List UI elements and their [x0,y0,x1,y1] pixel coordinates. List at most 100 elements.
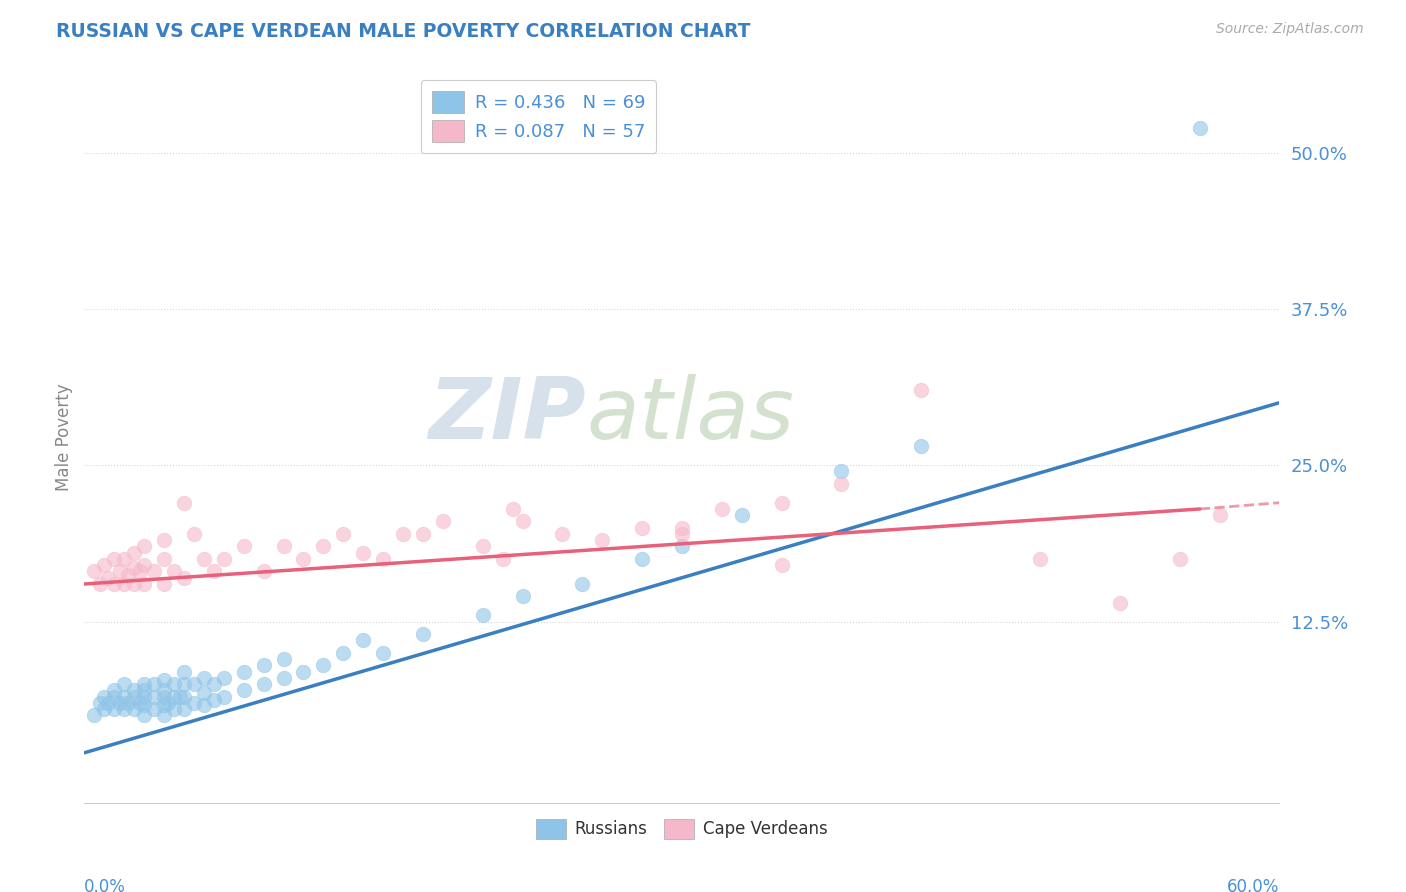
Point [392,527,415,541]
Point [1188,120,1211,135]
Point [153,673,176,688]
Point [352,546,374,560]
Point [332,527,354,541]
Text: atlas: atlas [586,374,794,457]
Point [129,696,152,710]
Point [1029,552,1052,566]
Point [273,671,295,685]
Point [153,698,176,713]
Point [253,565,276,579]
Point [117,568,139,582]
Point [591,533,613,548]
Point [332,646,354,660]
Point [193,671,215,685]
Point [292,665,315,679]
Point [232,540,254,554]
Point [471,608,494,623]
Point [122,560,145,574]
Point [202,693,225,707]
Point [830,477,852,491]
Point [163,565,186,579]
Point [132,540,156,554]
Point [212,552,235,566]
Point [103,552,125,566]
Point [112,690,135,704]
Point [163,690,186,704]
Point [122,577,145,591]
Point [93,690,115,704]
Point [373,646,395,660]
Point [292,552,315,566]
Point [183,677,205,691]
Point [122,702,145,716]
Point [143,677,166,691]
Point [103,577,125,591]
Point [163,702,186,716]
Point [253,658,276,673]
Point [1109,596,1132,610]
Point [273,540,295,554]
Point [770,558,793,573]
Point [253,677,276,691]
Point [153,683,176,698]
Point [492,552,515,566]
Point [910,440,932,454]
Point [173,702,195,716]
Point [312,658,335,673]
Point [202,565,225,579]
Point [132,690,156,704]
Point [153,690,176,704]
Point [183,696,205,710]
Point [173,496,195,510]
Point [232,665,254,679]
Point [93,558,115,573]
Point [830,465,852,479]
Point [143,702,166,716]
Point [212,690,235,704]
Point [153,577,176,591]
Point [212,671,235,685]
Point [173,677,195,691]
Point [153,533,176,548]
Point [112,702,135,716]
Point [502,502,524,516]
Point [173,665,195,679]
Point [103,690,125,704]
Point [122,683,145,698]
Text: ZIP: ZIP [429,374,586,457]
Point [571,577,593,591]
Point [132,558,156,573]
Point [132,708,156,723]
Point [122,546,145,560]
Point [103,683,125,698]
Point [157,696,180,710]
Point [112,677,135,691]
Point [97,696,120,710]
Point [731,508,754,523]
Point [432,515,454,529]
Point [132,677,156,691]
Point [173,690,195,704]
Point [153,708,176,723]
Point [671,540,693,554]
Point [412,627,434,641]
Point [83,565,105,579]
Text: RUSSIAN VS CAPE VERDEAN MALE POVERTY CORRELATION CHART: RUSSIAN VS CAPE VERDEAN MALE POVERTY COR… [56,22,751,41]
Point [631,552,654,566]
Point [163,677,186,691]
Point [110,696,132,710]
Point [173,571,195,585]
Text: 60.0%: 60.0% [1227,878,1279,892]
Point [671,521,693,535]
Point [143,565,166,579]
Text: Source: ZipAtlas.com: Source: ZipAtlas.com [1216,22,1364,37]
Point [143,690,166,704]
Point [89,696,111,710]
Point [512,515,534,529]
Point [112,577,135,591]
Point [273,652,295,666]
Point [352,633,374,648]
Point [129,565,152,579]
Point [1168,552,1191,566]
Legend: Russians, Cape Verdeans: Russians, Cape Verdeans [530,812,834,846]
